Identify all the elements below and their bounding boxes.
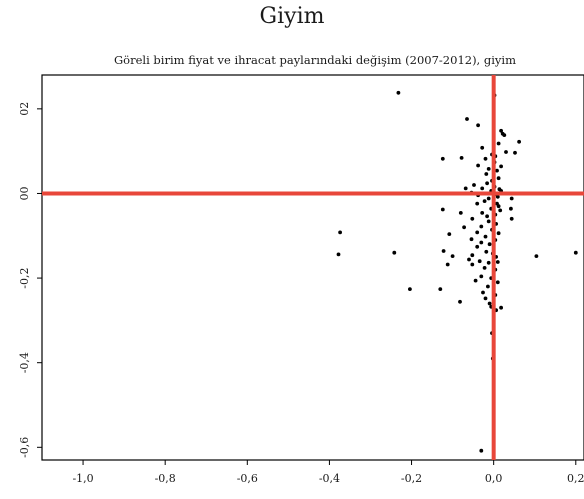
data-point — [509, 206, 513, 211]
y-tick-label: 02 — [18, 102, 31, 116]
x-tick-label: -0,2 — [401, 472, 422, 485]
y-tick-label: -0,2 — [18, 267, 31, 288]
data-point — [499, 164, 503, 169]
data-point — [469, 237, 474, 242]
data-point — [479, 274, 484, 279]
data-point — [504, 150, 508, 154]
page-title: Giyim — [259, 4, 325, 29]
reference-lines — [42, 75, 584, 460]
data-point — [447, 232, 452, 237]
y-axis: 02 00 -0,2 -0,4 -0,6 — [18, 102, 42, 458]
data-point — [573, 250, 578, 255]
x-tick-label: 0,0 — [485, 472, 503, 485]
data-point — [498, 208, 503, 213]
data-point — [470, 216, 475, 221]
data-point — [484, 249, 489, 254]
data-point — [476, 123, 480, 128]
data-point — [475, 230, 480, 235]
data-point — [338, 230, 342, 235]
data-point — [495, 280, 500, 285]
data-point — [486, 219, 491, 224]
data-point — [496, 231, 501, 236]
data-point — [486, 260, 491, 265]
data-point — [465, 117, 469, 121]
data-point — [445, 262, 450, 267]
data-point — [467, 257, 471, 262]
data-point — [473, 278, 478, 283]
data-point — [496, 204, 501, 209]
data-point — [487, 242, 492, 247]
data-point — [479, 240, 484, 245]
data-point — [509, 196, 514, 201]
data-point — [408, 287, 412, 291]
data-point — [438, 287, 443, 291]
data-point — [483, 234, 488, 239]
data-point — [486, 196, 491, 201]
data-point — [509, 216, 514, 221]
data-point — [495, 194, 500, 199]
data-point — [336, 252, 341, 257]
data-point — [517, 139, 521, 144]
x-tick-label: 0,2 — [567, 472, 584, 485]
data-point — [486, 284, 490, 289]
y-tick-label: -0,6 — [18, 437, 31, 458]
data-point — [476, 163, 480, 168]
data-point — [475, 244, 480, 249]
data-point — [440, 207, 445, 212]
data-point — [499, 305, 503, 310]
data-point — [483, 156, 488, 161]
data-point — [486, 167, 491, 171]
data-point — [481, 290, 485, 295]
data-point — [480, 211, 485, 215]
data-point — [483, 296, 488, 301]
data-point — [502, 133, 507, 138]
data-point — [496, 141, 501, 146]
x-tick-label: -0,6 — [237, 472, 258, 485]
data-point — [480, 145, 485, 150]
x-axis: -1,0 -0,8 -0,6 -0,4 -0,2 0,0 0,2 — [72, 460, 584, 485]
data-point — [440, 156, 445, 161]
x-tick-label: -0,8 — [155, 472, 176, 485]
data-point — [450, 254, 455, 258]
data-point — [441, 249, 446, 253]
x-tick-label: -1,0 — [72, 472, 93, 485]
data-point — [499, 128, 503, 133]
data-point — [462, 225, 466, 230]
data-point — [472, 183, 476, 187]
data-point — [477, 259, 482, 264]
data-point — [479, 448, 484, 453]
data-point — [480, 186, 485, 191]
data-point — [470, 253, 475, 258]
data-point — [487, 301, 492, 306]
y-tick-label: 00 — [18, 187, 31, 201]
chart-title: Göreli birim fiyat ve ihracat paylarında… — [114, 53, 516, 67]
points-layer — [336, 90, 578, 453]
x-tick-label: -0,4 — [319, 472, 340, 485]
data-point — [485, 214, 489, 219]
data-point — [495, 260, 500, 264]
data-point — [392, 250, 397, 255]
data-point — [475, 201, 480, 206]
data-point — [479, 224, 484, 229]
data-point — [463, 186, 468, 191]
data-point — [470, 262, 475, 267]
data-point — [495, 168, 499, 173]
data-point — [485, 181, 489, 186]
plot-frame — [41, 74, 584, 461]
data-point — [482, 199, 487, 204]
data-point — [482, 266, 487, 270]
data-point — [458, 299, 462, 304]
data-point — [458, 211, 463, 215]
data-point — [459, 156, 464, 160]
data-point — [496, 176, 501, 181]
y-tick-label: -0,4 — [18, 352, 31, 373]
data-point — [396, 90, 401, 95]
data-point — [484, 172, 489, 176]
data-point — [513, 150, 517, 155]
data-point — [534, 254, 539, 258]
